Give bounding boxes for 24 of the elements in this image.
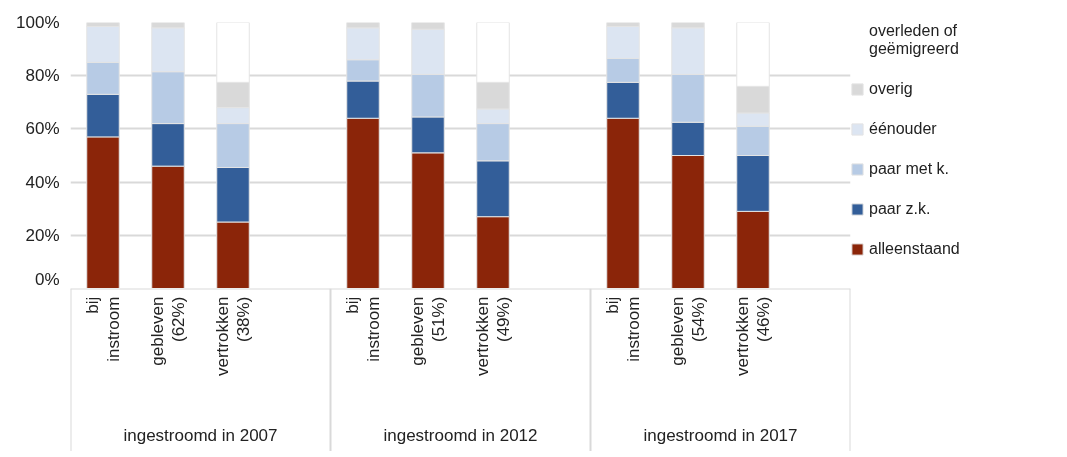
legend-label: éénouder bbox=[869, 120, 938, 138]
text: ingestroomd in 2012 bbox=[383, 425, 538, 445]
text: ingestroomd in 2017 bbox=[643, 425, 798, 445]
legend-label: overig bbox=[869, 80, 914, 98]
y-tick-label: 60% bbox=[25, 119, 60, 139]
x-tick-label: gebleven (54%) bbox=[668, 296, 708, 366]
text: overleden of geëmigreerd bbox=[869, 22, 960, 58]
legend-label: alleenstaand bbox=[869, 240, 961, 258]
legend-label: paar z.k. bbox=[869, 200, 932, 218]
x-tick-label: bij instroom bbox=[83, 296, 123, 362]
legend-label: paar met k. bbox=[869, 160, 951, 178]
text: ingestroomd in 2007 bbox=[123, 425, 278, 445]
x-tick-label: gebleven (51%) bbox=[408, 296, 448, 366]
x-tick-label: gebleven (62%) bbox=[148, 296, 188, 366]
x-tick-label: vertrokken (38%) bbox=[213, 296, 253, 377]
x-tick-label: bij instroom bbox=[603, 296, 643, 362]
y-tick-label: 100% bbox=[16, 13, 60, 32]
y-tick-label: 80% bbox=[25, 66, 60, 86]
x-tick-label: bij instroom bbox=[343, 296, 383, 362]
y-tick-label: 20% bbox=[25, 225, 60, 245]
y-tick-label: 0% bbox=[34, 269, 60, 289]
x-tick-label: vertrokken (49%) bbox=[473, 296, 513, 377]
y-tick-label: 40% bbox=[25, 172, 60, 192]
x-tick-label: vertrokken (46%) bbox=[733, 296, 773, 377]
